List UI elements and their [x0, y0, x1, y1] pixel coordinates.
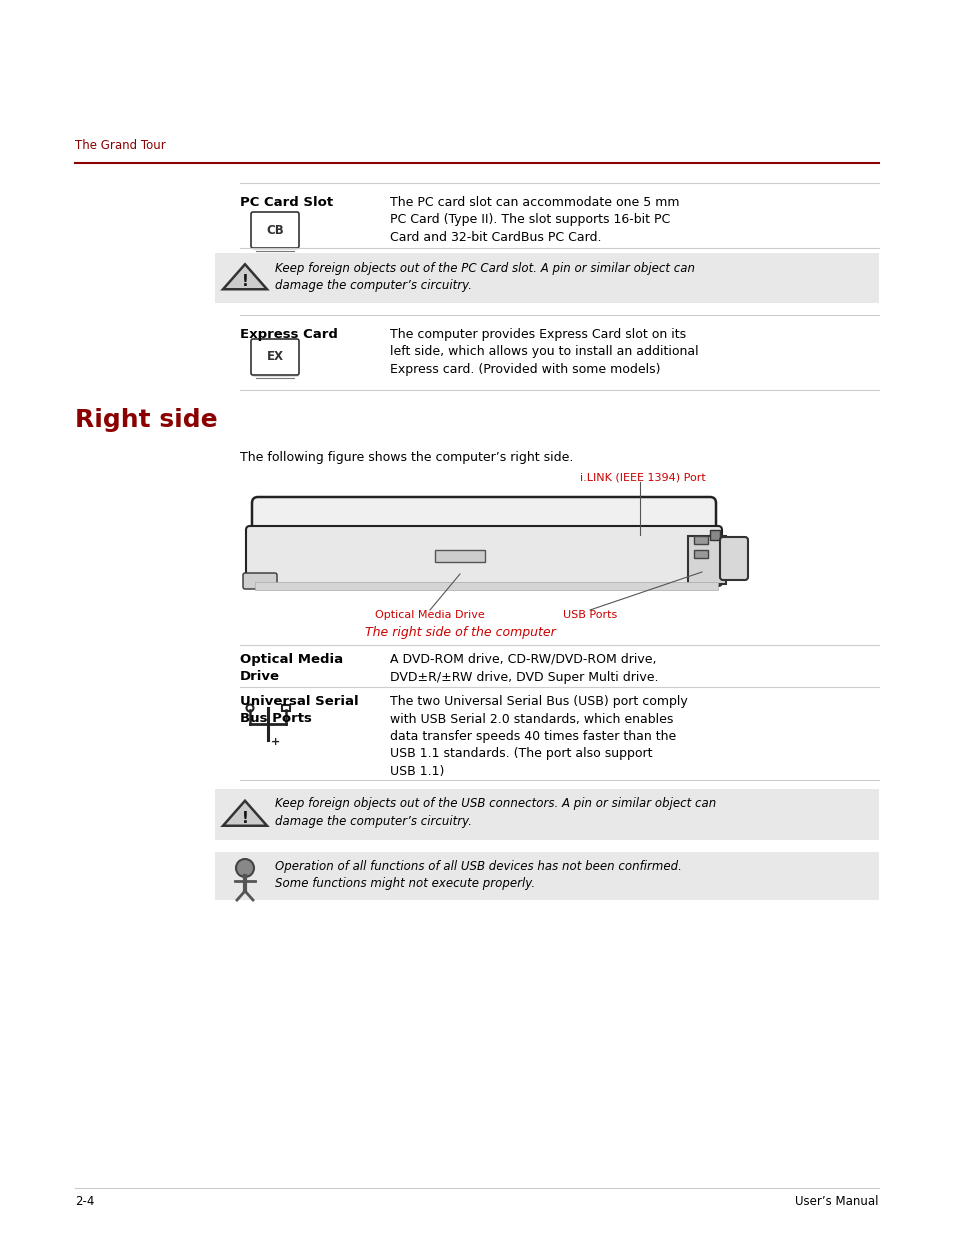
Text: The PC card slot can accommodate one 5 mm
PC Card (Type II). The slot supports 1: The PC card slot can accommodate one 5 m… — [390, 196, 679, 245]
Text: i.LINK (IEEE 1394) Port: i.LINK (IEEE 1394) Port — [579, 472, 705, 482]
Text: EX: EX — [266, 351, 283, 363]
Text: Optical Media
Drive: Optical Media Drive — [240, 653, 343, 683]
FancyBboxPatch shape — [254, 582, 718, 590]
FancyBboxPatch shape — [693, 550, 707, 558]
Text: The computer provides Express Card slot on its
left side, which allows you to in: The computer provides Express Card slot … — [390, 329, 698, 375]
Text: The following figure shows the computer’s right side.: The following figure shows the computer’… — [240, 451, 573, 464]
FancyBboxPatch shape — [720, 537, 747, 580]
Text: !: ! — [241, 274, 248, 289]
FancyBboxPatch shape — [252, 496, 716, 531]
Text: 2-4: 2-4 — [75, 1195, 94, 1208]
Text: Keep foreign objects out of the PC Card slot. A pin or similar object can
damage: Keep foreign objects out of the PC Card … — [274, 262, 695, 293]
FancyBboxPatch shape — [243, 573, 276, 589]
Text: !: ! — [241, 811, 248, 826]
Text: PC Card Slot: PC Card Slot — [240, 196, 333, 209]
FancyBboxPatch shape — [214, 852, 878, 900]
FancyBboxPatch shape — [251, 338, 298, 375]
Text: Operation of all functions of all USB devices has not been confirmed.
Some funct: Operation of all functions of all USB de… — [274, 860, 681, 890]
Text: CB: CB — [266, 224, 284, 236]
Text: The right side of the computer: The right side of the computer — [364, 626, 555, 638]
Text: +: + — [271, 737, 280, 747]
Text: Right side: Right side — [75, 408, 217, 432]
Text: Optical Media Drive: Optical Media Drive — [375, 610, 484, 620]
Polygon shape — [223, 800, 267, 826]
Polygon shape — [223, 264, 267, 289]
FancyBboxPatch shape — [435, 550, 484, 562]
FancyBboxPatch shape — [687, 536, 725, 584]
FancyBboxPatch shape — [246, 526, 721, 585]
Text: The Grand Tour: The Grand Tour — [75, 140, 166, 152]
FancyBboxPatch shape — [709, 530, 720, 540]
FancyBboxPatch shape — [214, 789, 878, 840]
Text: The two Universal Serial Bus (USB) port comply
with USB Serial 2.0 standards, wh: The two Universal Serial Bus (USB) port … — [390, 695, 687, 778]
Text: USB Ports: USB Ports — [562, 610, 617, 620]
FancyBboxPatch shape — [251, 212, 298, 248]
FancyBboxPatch shape — [214, 253, 878, 303]
Text: Keep foreign objects out of the USB connectors. A pin or similar object can
dama: Keep foreign objects out of the USB conn… — [274, 797, 716, 827]
Text: User’s Manual: User’s Manual — [795, 1195, 878, 1208]
FancyBboxPatch shape — [693, 536, 707, 543]
Text: A DVD-ROM drive, CD-RW/DVD-ROM drive,
DVD±R/±RW drive, DVD Super Multi drive.: A DVD-ROM drive, CD-RW/DVD-ROM drive, DV… — [390, 653, 658, 683]
Circle shape — [235, 860, 253, 877]
Text: Universal Serial
Bus Ports: Universal Serial Bus Ports — [240, 695, 358, 725]
Text: Express Card: Express Card — [240, 329, 337, 341]
FancyBboxPatch shape — [282, 705, 290, 711]
